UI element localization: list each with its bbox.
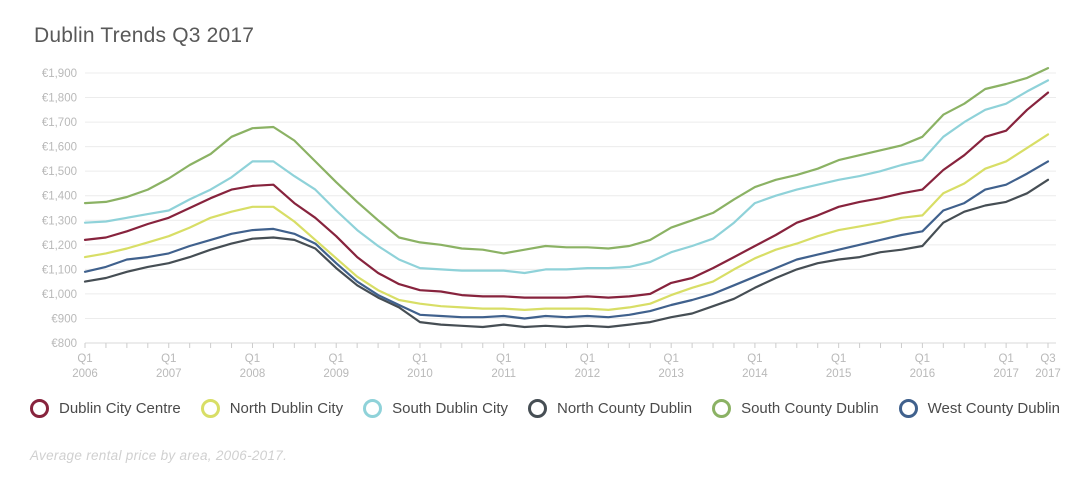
trend-line-chart: €800 €900 €1,000 €1,100 €1,200 €1,300 €1,400 €1… [42,66,1061,380]
x-axis-label: Q1 2011 [491,353,516,380]
series-line-north-dublin-city [83,133,1050,311]
y-axis-tick-label: €1,800 [42,93,77,105]
x-axis-label: Q1 2015 [826,353,852,380]
legend-ring-icon [363,399,383,418]
legend-ring-icon [712,399,732,418]
legend-item-south-dublin-city[interactable]: South Dublin City [363,399,508,418]
legend-item-north-dublin-city[interactable]: North Dublin City [200,399,344,418]
series-line-south-dublin-city [83,79,1050,275]
x-axis-label: Q1 2007 [156,353,182,380]
legend-item-west-county-dublin[interactable]: West County Dublin [898,399,1060,418]
series-line-south-county-dublin [83,66,1050,255]
legend-ring-icon [30,399,49,418]
y-axis-tick-label: €1,700 [42,117,77,129]
legend-item-label: West County Dublin [927,400,1060,417]
y-axis-tick-label: €1,200 [42,240,77,252]
legend-item-dublin-city-centre[interactable]: Dublin City Centre [30,399,181,418]
legend-item-south-county-dublin[interactable]: South County Dublin [712,399,879,418]
y-axis-tick-label: €1,500 [42,166,77,178]
legend-item-label: North Dublin City [229,400,344,417]
x-axis-label: Q1 2014 [742,353,768,380]
chart-title: Dublin Trends Q3 2017 [34,24,255,47]
x-axis-label: Q3 2017 [1035,353,1061,380]
x-axis-label: Q1 2009 [323,353,349,380]
y-axis-tick-label: €1,100 [42,264,77,276]
legend-item-label: North County Dublin [557,400,693,417]
legend-item-label: South Dublin City [392,400,508,417]
x-axis-label: Q1 2012 [575,353,601,380]
x-axis-label: Q1 2010 [407,353,433,380]
y-axis-tick-label: €900 [51,313,77,325]
y-axis-tick-label: €1,300 [42,215,77,227]
legend-ring-icon [898,399,918,418]
legend-item-north-county-dublin[interactable]: North County Dublin [528,399,692,418]
legend-ring-icon [200,399,220,418]
y-axis-tick-label: €1,900 [42,68,77,80]
series-line-north-county-dublin [83,178,1050,329]
x-axis-label: Q1 2006 [72,353,98,380]
x-axis-label: Q1 2016 [910,353,936,380]
x-axis-label: Q1 2017 [993,353,1019,380]
y-axis-tick-label: €1,000 [42,289,77,301]
series-line-dublin-city-centre [83,91,1050,299]
x-axis-label: Q1 2008 [240,353,266,380]
y-axis-tick-label: €1,400 [42,191,77,203]
legend-item-label: Dublin City Centre [59,400,181,417]
y-axis-tick-label: €1,600 [42,142,77,154]
y-axis-tick-label: €800 [51,338,77,350]
legend-item-label: South County Dublin [741,400,879,417]
chart-legend: Dublin City Centre North Dublin City South… [30,399,1060,418]
x-axis-label: Q1 2013 [658,353,684,380]
series-line-west-county-dublin [83,160,1050,320]
chart-caption: Average rental price by area, 2006-2017. [30,448,288,463]
legend-ring-icon [528,399,547,418]
